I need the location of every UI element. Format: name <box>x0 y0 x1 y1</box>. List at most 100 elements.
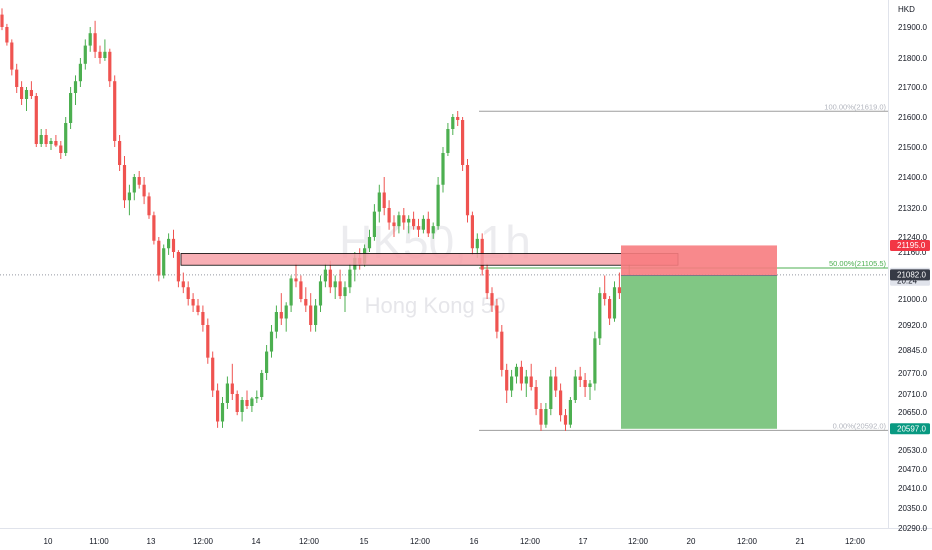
candle-body <box>412 218 416 227</box>
candle-body <box>314 305 318 325</box>
candle-body <box>446 129 450 153</box>
y-tick-label: 21500.0 <box>898 143 927 152</box>
candle-body <box>250 398 254 406</box>
drawings[interactable] <box>180 245 777 429</box>
candle-body <box>397 215 401 227</box>
candle-body <box>137 177 141 185</box>
candle-body <box>407 218 411 223</box>
x-tick-label: 12:00 <box>628 537 649 546</box>
y-tick-label: 20845.0 <box>898 346 927 355</box>
candle-body <box>49 141 53 144</box>
candle-body <box>34 96 38 144</box>
candle-body <box>456 117 460 120</box>
fib-level-label: 50.00%(21105.5) <box>829 259 886 268</box>
candle-body <box>44 135 48 144</box>
candle-body <box>191 299 195 306</box>
y-tick-label: 20770.0 <box>898 369 927 378</box>
candle-body <box>612 287 617 319</box>
candle-body <box>78 63 82 82</box>
y-tick-label: 21000.0 <box>898 295 927 304</box>
candle-body <box>122 165 127 201</box>
x-tick-label: 12:00 <box>520 537 541 546</box>
candle-body <box>24 90 29 99</box>
candle-body <box>377 192 381 212</box>
stop-loss-area[interactable] <box>621 245 777 276</box>
candle-body <box>211 357 215 391</box>
candles <box>0 8 631 431</box>
candle-body <box>20 87 24 99</box>
price-axis[interactable]: 21900.0 21800.0 21700.0 21600.0 21500.0 21400… <box>898 23 927 533</box>
candle-body <box>201 312 205 325</box>
candle-body <box>338 281 342 297</box>
candle-body <box>608 299 612 319</box>
resistance-zone[interactable] <box>180 253 679 266</box>
candle-body <box>392 222 396 227</box>
candle-body <box>103 51 107 58</box>
x-tick-label: 12:00 <box>193 537 214 546</box>
candle-body <box>98 51 102 58</box>
fib-level-label: 100.00%(21619.0) <box>824 102 886 111</box>
candle-body <box>186 287 190 299</box>
fib-level-label: 0.00%(20592.0) <box>833 421 887 430</box>
candle-body <box>617 287 621 294</box>
candle-body <box>279 312 283 319</box>
candle-body <box>181 281 185 288</box>
candle-body <box>240 400 244 412</box>
candle-body <box>519 366 523 384</box>
candle-body <box>539 409 543 425</box>
candle-body <box>563 415 568 425</box>
candle-body <box>73 81 78 93</box>
candle-body <box>39 135 43 144</box>
y-tick-label: 21160.0 <box>898 248 927 257</box>
candle-body <box>598 293 602 339</box>
take-profit-area[interactable] <box>621 275 777 429</box>
y-tick-label: 20470.0 <box>898 465 927 474</box>
candle-body <box>436 184 440 227</box>
candle-body <box>451 117 455 129</box>
candle-body <box>568 400 572 425</box>
candle-body <box>461 120 465 165</box>
x-tick-label: 15 <box>360 537 369 546</box>
candle-body <box>176 252 180 282</box>
candle-body <box>544 409 548 425</box>
candle-body <box>416 226 421 230</box>
x-tick-label: 20 <box>687 537 696 546</box>
candle-body <box>220 403 225 422</box>
candle-body <box>93 33 97 52</box>
candle-body <box>475 238 479 249</box>
candle-body <box>167 238 171 249</box>
candle-body <box>421 218 425 230</box>
candle-body <box>118 141 122 165</box>
x-tick-label: 12:00 <box>845 537 866 546</box>
candle-body <box>132 177 136 193</box>
price-tag <box>890 269 930 281</box>
candle-body <box>441 153 445 185</box>
candle-body <box>88 33 92 46</box>
candle-body <box>10 42 14 70</box>
x-tick-label: 12:00 <box>299 537 320 546</box>
candle-body <box>549 376 553 409</box>
fib-retracement[interactable]: 100.00%(21619.0) 50.00%(21105.5) 0.00%(205… <box>0 102 888 431</box>
candle-body <box>348 269 352 288</box>
price-tag <box>890 423 930 435</box>
x-tick-label: 12:00 <box>410 537 431 546</box>
candle-body <box>225 383 229 403</box>
candle-body <box>387 208 391 223</box>
candle-body <box>108 51 112 82</box>
candle-body <box>127 192 131 201</box>
candle-body <box>216 390 220 422</box>
candle-body <box>534 387 538 409</box>
candle-body <box>299 281 303 299</box>
candle-body <box>323 269 327 282</box>
candle-body <box>485 269 489 294</box>
candle-body <box>343 287 347 297</box>
candle-body <box>309 305 313 325</box>
y-tick-label: 20530.0 <box>898 446 927 455</box>
candle-body <box>490 293 494 306</box>
time-axis[interactable]: 10 11:00 13 12:00 14 12:00 15 12:00 16 12:00 17 12:… <box>44 537 866 546</box>
y-tick-label: 21700.0 <box>898 83 927 92</box>
y-tick-label: 20650.0 <box>898 408 927 417</box>
candle-body <box>583 380 587 387</box>
candle-body <box>510 376 514 391</box>
